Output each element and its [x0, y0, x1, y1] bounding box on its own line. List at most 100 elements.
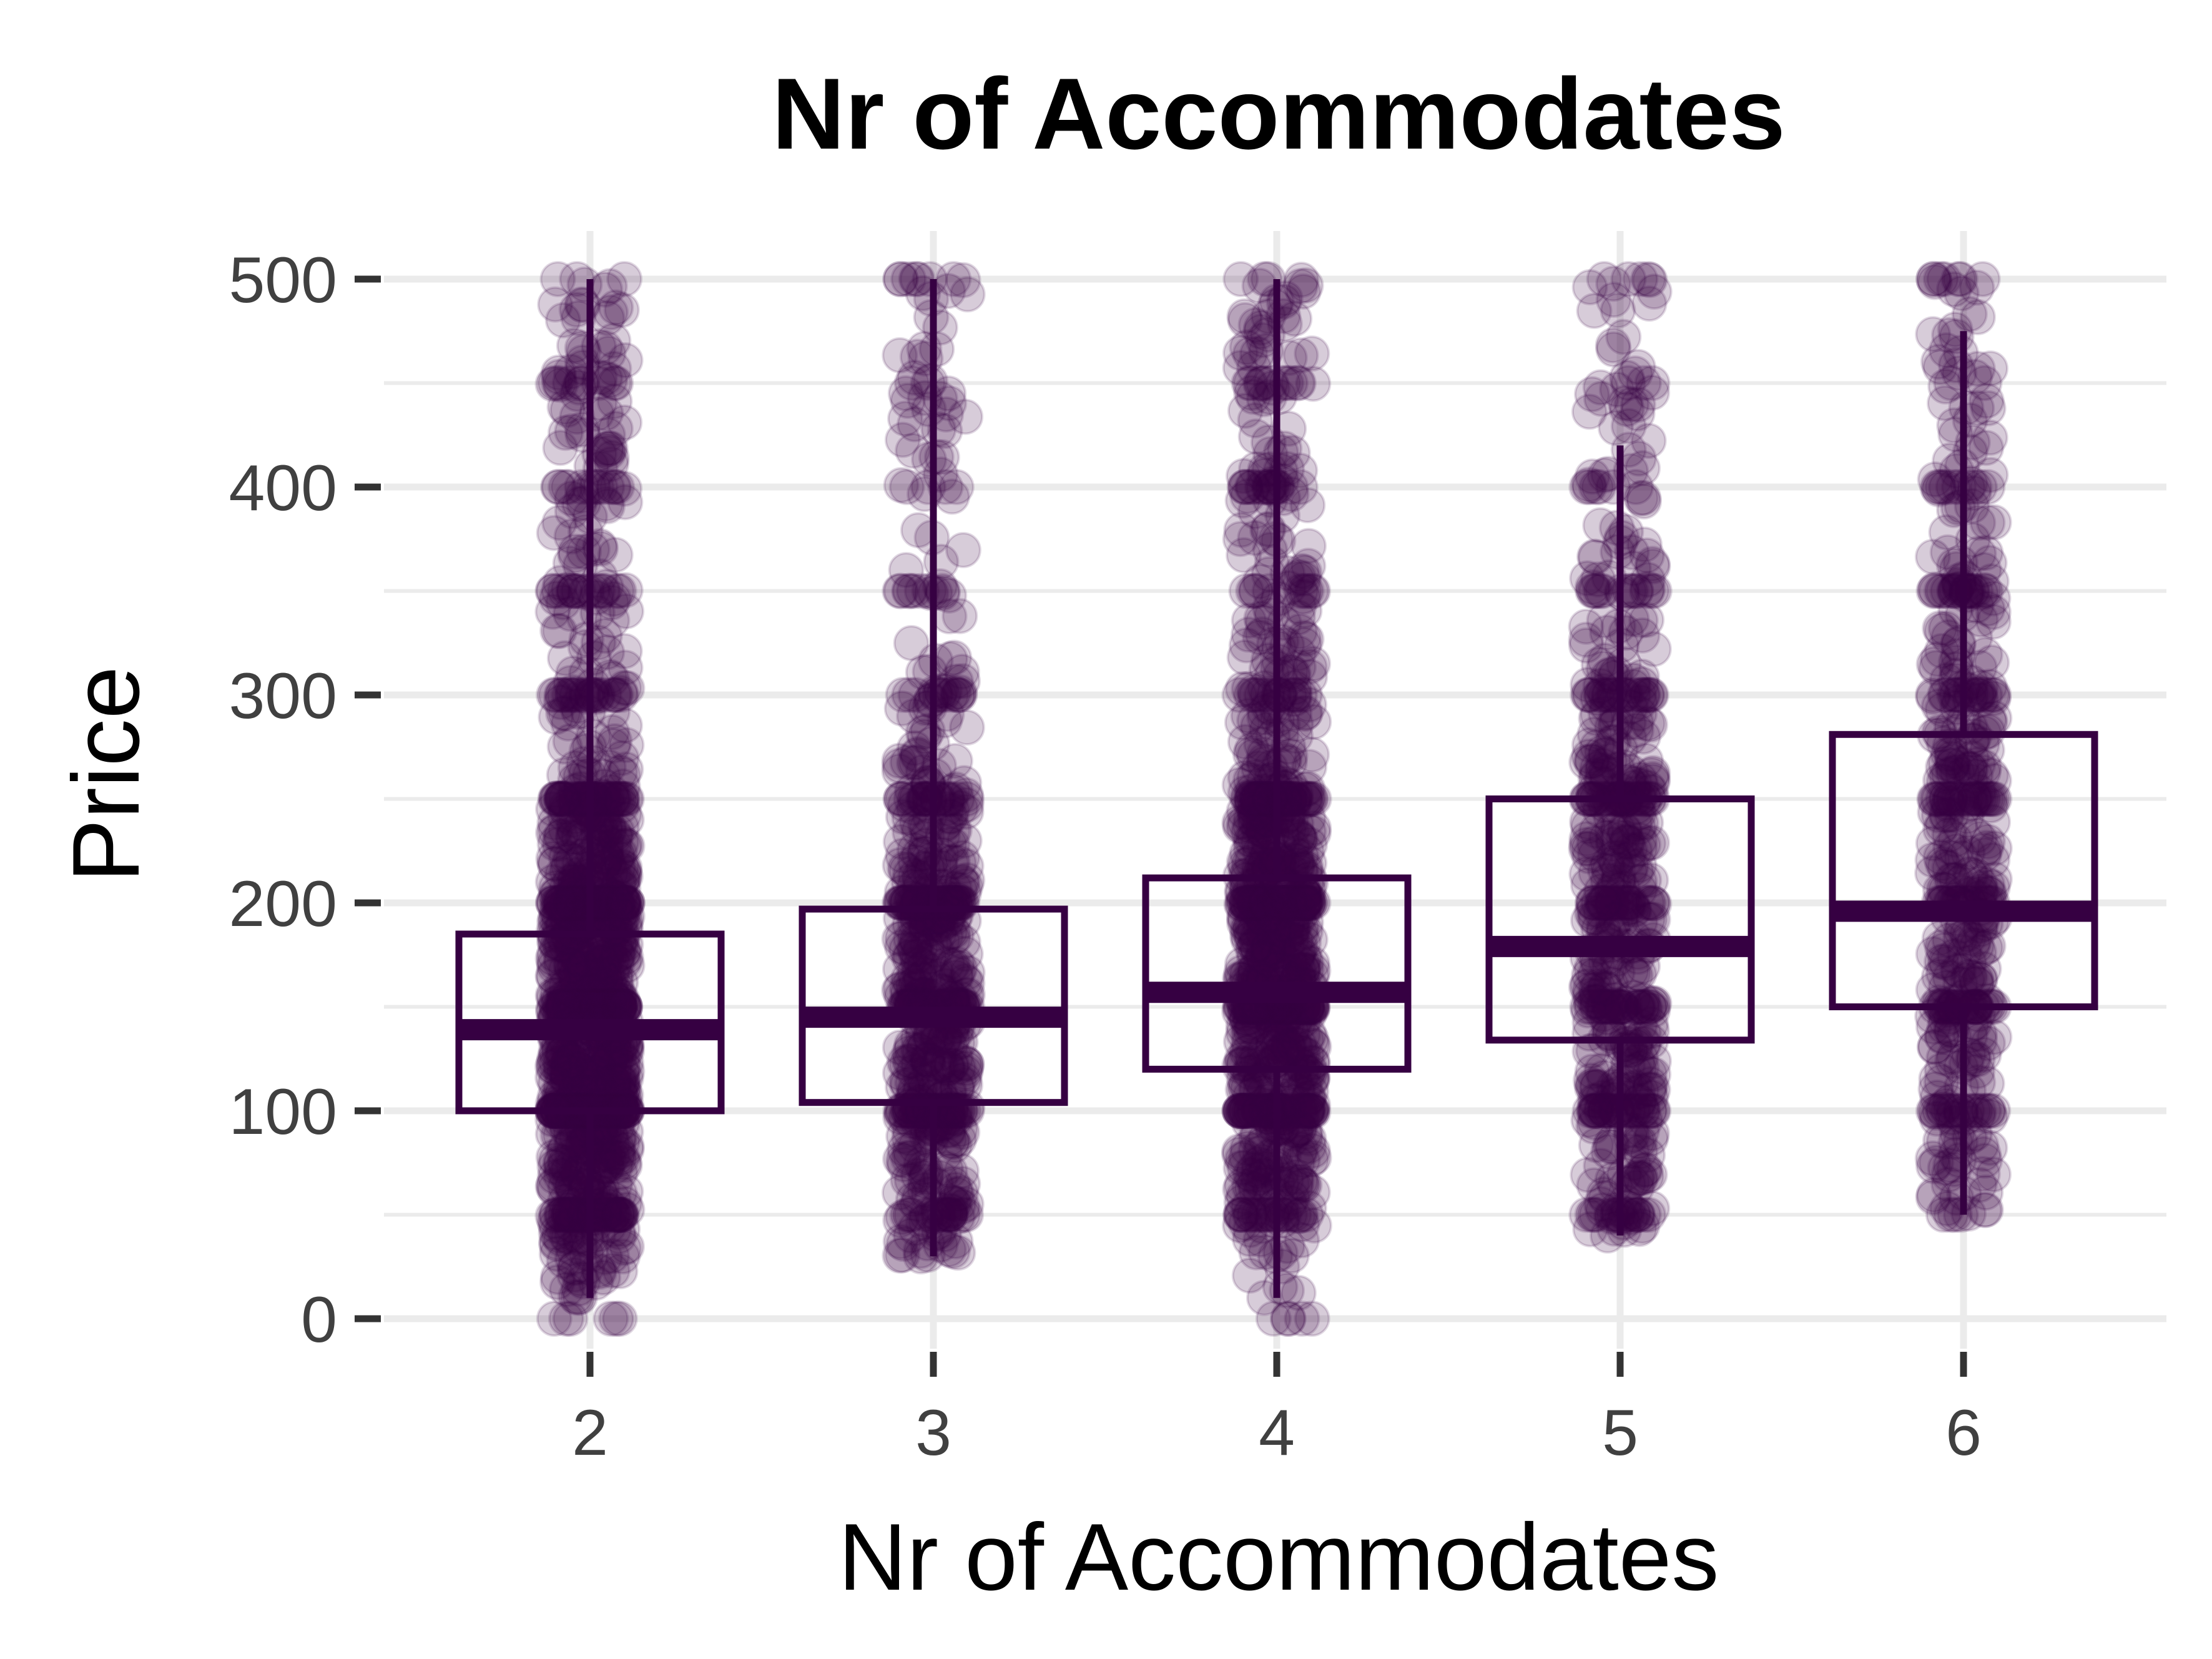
data-point — [601, 981, 638, 1018]
data-point — [605, 888, 642, 925]
data-point — [607, 649, 644, 686]
data-point — [1915, 261, 1952, 297]
data-point — [538, 1196, 574, 1233]
data-point — [603, 780, 640, 817]
data-point — [594, 942, 631, 978]
data-point — [596, 350, 632, 387]
data-point — [1583, 677, 1620, 713]
data-point — [568, 677, 605, 713]
data-point — [1621, 440, 1657, 477]
data-point — [536, 944, 573, 981]
data-point — [1621, 955, 1658, 992]
data-point — [942, 1093, 979, 1129]
x-tick-label: 4 — [1259, 1397, 1295, 1469]
data-point — [595, 727, 632, 764]
data-point — [1961, 1166, 1998, 1203]
data-point — [541, 825, 578, 862]
data-point — [597, 1198, 634, 1234]
data-point — [568, 655, 604, 692]
data-point — [534, 977, 571, 1014]
data-point — [541, 365, 578, 401]
data-point — [590, 1061, 627, 1098]
data-point — [536, 514, 573, 551]
data-point — [1226, 639, 1263, 676]
data-point — [539, 613, 576, 649]
data-point — [1289, 487, 1326, 524]
data-point — [1634, 901, 1671, 938]
data-point — [578, 1055, 614, 1092]
data-point — [596, 879, 632, 916]
data-point — [600, 1135, 637, 1171]
data-point — [596, 581, 632, 618]
data-point — [551, 1195, 587, 1232]
data-point — [547, 978, 584, 1015]
data-point — [539, 1259, 576, 1296]
data-point — [883, 874, 920, 911]
data-point — [548, 839, 584, 875]
data-point — [538, 1236, 575, 1273]
data-point — [546, 677, 582, 713]
data-point — [551, 1196, 587, 1233]
data-point — [591, 430, 627, 467]
data-point — [546, 1130, 583, 1167]
data-point — [549, 885, 586, 921]
data-point — [582, 944, 619, 981]
y-axis-label: Price — [53, 666, 159, 882]
data-point — [934, 826, 971, 863]
data-point — [534, 1048, 571, 1085]
data-point — [599, 469, 636, 505]
data-point — [609, 670, 646, 707]
data-point — [1623, 480, 1659, 516]
data-point — [537, 813, 574, 849]
data-point — [556, 947, 593, 984]
data-point — [596, 827, 633, 864]
data-point — [602, 1253, 639, 1289]
data-point — [593, 446, 630, 483]
data-point — [548, 853, 585, 889]
data-point — [1568, 830, 1605, 867]
x-tick-label: 5 — [1602, 1397, 1638, 1469]
data-point — [543, 885, 580, 921]
data-point — [882, 261, 919, 297]
y-tick-label: 0 — [301, 1284, 337, 1356]
data-point — [542, 564, 579, 601]
data-point — [593, 1041, 629, 1078]
data-point — [584, 780, 621, 817]
data-point — [549, 1196, 586, 1233]
data-point — [599, 1196, 636, 1233]
data-point — [1624, 677, 1661, 713]
data-point — [568, 791, 604, 828]
data-point — [546, 388, 583, 425]
data-point — [536, 903, 573, 940]
data-point — [591, 962, 627, 998]
data-point — [594, 1138, 631, 1175]
x-tick-label: 6 — [1945, 1397, 1982, 1469]
data-point — [590, 1040, 627, 1077]
data-point — [543, 677, 580, 713]
data-point — [540, 903, 577, 940]
data-point — [1974, 677, 2010, 713]
data-point — [551, 1043, 587, 1080]
data-point — [606, 852, 642, 889]
data-point — [1294, 335, 1330, 372]
data-point — [604, 1040, 641, 1077]
data-point — [594, 903, 631, 940]
x-tick-label: 2 — [572, 1397, 608, 1469]
data-point — [536, 1171, 573, 1208]
data-point — [1590, 862, 1626, 898]
data-point — [544, 1209, 581, 1246]
data-point — [542, 1068, 579, 1105]
data-point — [1262, 434, 1299, 471]
data-point — [608, 1128, 645, 1164]
data-point — [536, 1301, 573, 1337]
data-point — [598, 1301, 635, 1337]
data-point — [601, 1140, 638, 1177]
data-point — [596, 855, 632, 892]
data-point — [558, 957, 594, 993]
data-point — [576, 952, 612, 988]
data-point — [601, 1196, 637, 1233]
data-point — [543, 780, 580, 817]
data-point — [1284, 1301, 1320, 1337]
data-point — [604, 1196, 640, 1233]
